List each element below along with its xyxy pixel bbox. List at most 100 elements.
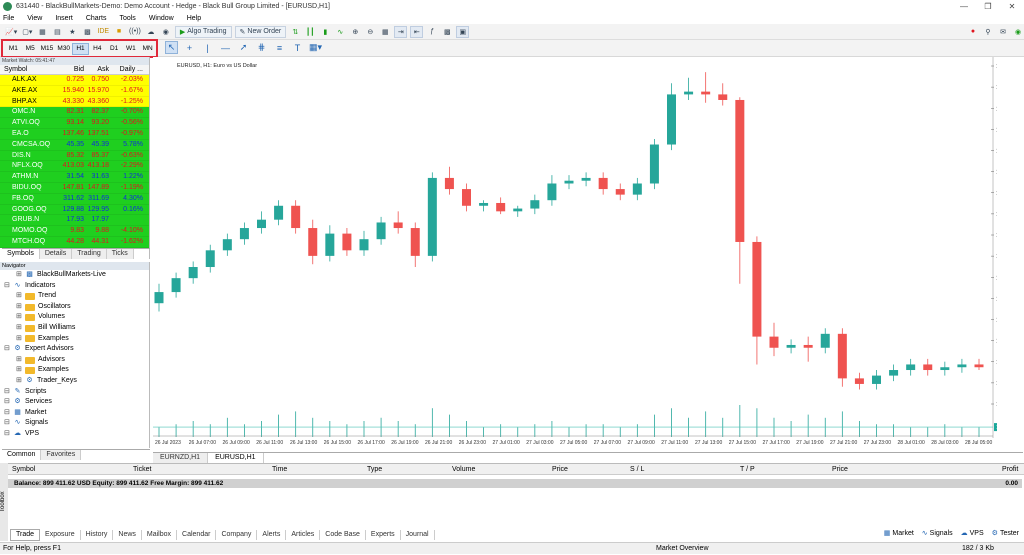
menu-tools[interactable]: Tools [119, 14, 136, 22]
menu-window[interactable]: Window [148, 14, 174, 22]
navigator-item[interactable]: ⊞ Oscillators [0, 302, 149, 313]
tab-details[interactable]: Details [39, 249, 73, 259]
auto-scroll-icon[interactable]: ⇥ [394, 25, 408, 38]
navigator-item[interactable]: ⊟ ☁ VPS [0, 429, 149, 440]
expand-toggle-icon[interactable]: ⊟ [4, 419, 10, 427]
col-symbol[interactable]: Symbol [4, 66, 28, 73]
navigator-icon[interactable]: ★ [69, 28, 76, 36]
market-watch-row[interactable]: MTCH.OQ 44.28 44.31 -1.62% [0, 236, 149, 248]
terminal-icon[interactable]: ▩ [84, 28, 91, 36]
sync-icon[interactable]: ◉ [1014, 28, 1022, 36]
navigator-item[interactable]: ⊟ ∿ Signals [0, 418, 149, 429]
col-tp[interactable]: T / P [740, 465, 755, 473]
tf-h1[interactable]: H1 [72, 42, 89, 55]
market-watch-row[interactable]: BHP.AX 43.330 43.360 -1.25% [0, 96, 149, 108]
tab-mailbox[interactable]: Mailbox [142, 529, 178, 540]
expand-toggle-icon[interactable]: ⊟ [4, 408, 10, 416]
tab-calendar[interactable]: Calendar [177, 529, 217, 540]
tab-right-vps[interactable]: ☁ VPS [961, 529, 984, 537]
col-type[interactable]: Type [367, 465, 383, 473]
market-watch-row[interactable]: NFLX.OQ 413.03 413.18 -2.29% [0, 161, 149, 173]
tab-ticks[interactable]: Ticks [106, 249, 134, 259]
col-symbol[interactable]: Symbol [12, 465, 36, 473]
new-chart-icon[interactable]: 📈▾ [5, 28, 18, 36]
tab-symbols[interactable]: Symbols [2, 249, 40, 259]
tf-m30[interactable]: M30 [57, 45, 71, 52]
account-avatar[interactable]: ● [970, 28, 976, 35]
tab-experts[interactable]: Experts [366, 529, 401, 540]
tab-exposure[interactable]: Exposure [40, 529, 81, 540]
tab-trade[interactable]: Trade [10, 528, 41, 541]
market-watch-row[interactable]: GOOG.OQ 129.88 129.95 0.16% [0, 204, 149, 216]
market-watch-row[interactable]: MOMO.OQ 9.83 9.88 -4.10% [0, 226, 149, 237]
expand-toggle-icon[interactable]: ⊟ [4, 429, 10, 437]
col-sl[interactable]: S / L [630, 465, 645, 473]
expand-toggle-icon[interactable]: ⊞ [16, 302, 22, 310]
indicators-list-icon[interactable]: ƒ [430, 28, 435, 35]
navigator-item[interactable]: ⊟ ∿ Indicators [0, 281, 149, 292]
market-watch-row[interactable]: ATHM.N 31.54 31.63 1.22% [0, 172, 149, 183]
bar-chart-icon[interactable]: ┃┃ [306, 28, 315, 36]
menu-charts[interactable]: Charts [85, 14, 107, 22]
tab-alerts[interactable]: Alerts [257, 529, 287, 540]
tab-history[interactable]: History [81, 529, 114, 540]
col-price-current[interactable]: Price [832, 465, 848, 473]
tab-common[interactable]: Common [2, 450, 42, 460]
market-watch-row[interactable]: DIS.N 85.32 85.37 -0.63% [0, 150, 149, 162]
fibonacci-icon[interactable]: ≡ [276, 42, 283, 53]
tf-d1[interactable]: D1 [109, 45, 119, 52]
tab-news[interactable]: News [113, 529, 142, 540]
tab-articles[interactable]: Articles [286, 529, 321, 540]
navigator-item[interactable]: ⊟ ✎ Scripts [0, 387, 149, 398]
market-watch-row[interactable]: GRUB.N 17.93 17.97 [0, 215, 149, 227]
col-volume[interactable]: Volume [452, 465, 476, 473]
expand-toggle-icon[interactable]: ⊞ [16, 292, 22, 300]
trend-line-icon[interactable]: ➚ [239, 42, 248, 52]
tf-m15[interactable]: M15 [40, 45, 54, 52]
zoom-in-icon[interactable]: ⊕ [352, 28, 359, 36]
market-watch-row[interactable]: AKE.AX 15.940 15.970 -1.67% [0, 85, 149, 97]
col-profit[interactable]: Profit [1002, 465, 1019, 473]
tab-journal[interactable]: Journal [401, 529, 435, 540]
toolbox-label[interactable]: Toolbox [0, 463, 8, 541]
tf-m5[interactable]: M5 [25, 45, 35, 52]
navigator-item[interactable]: ⊟ ⚙ Expert Advisors [0, 344, 149, 355]
buy-sell-icon[interactable]: ⇅ [292, 28, 299, 36]
col-price[interactable]: Price [552, 465, 568, 473]
tab-trading[interactable]: Trading [72, 249, 107, 259]
market-watch-row[interactable]: CMCSA.OQ 45.35 45.39 5.78% [0, 139, 149, 151]
navigator-item[interactable]: ⊟ ⚙ Services [0, 397, 149, 408]
navigator-item[interactable]: ⊞ Volumes [0, 312, 149, 323]
navigator-item[interactable]: ⊟ ▦ Market [0, 408, 149, 419]
menu-view[interactable]: View [27, 14, 43, 22]
expand-toggle-icon[interactable]: ⊞ [16, 355, 22, 363]
templates-icon[interactable]: ▩ [443, 28, 451, 36]
expand-toggle-icon[interactable]: ⊟ [4, 281, 10, 289]
tile-windows-icon[interactable]: ▦ [381, 28, 389, 36]
market-watch-row[interactable]: ALK.AX 0.725 0.750 -2.03% [0, 75, 149, 86]
candle-chart-icon[interactable]: ▮ [323, 28, 328, 36]
col-time[interactable]: Time [272, 465, 288, 473]
line-chart-icon[interactable]: ∿ [337, 28, 344, 36]
tab-eurusd-h1[interactable]: EURUSD,H1 [208, 453, 264, 463]
expand-toggle-icon[interactable]: ⊟ [4, 345, 10, 353]
algo-trading-button[interactable]: ▶ Algo Trading [174, 25, 232, 38]
tab-right-signals[interactable]: ∿ Signals [922, 529, 953, 537]
navigator-item[interactable]: ⊞ ▩ BlackBullMarkets-Live [0, 270, 149, 281]
tf-mn[interactable]: MN [142, 45, 153, 52]
search-icon[interactable]: ⚲ [985, 28, 991, 36]
candlestick-chart[interactable]: EURUSD, H1: Euro vs US Dollar 1.11520 1.11… [153, 57, 1018, 452]
tf-w1[interactable]: W1 [126, 45, 136, 52]
vertical-line-icon[interactable]: | [206, 42, 209, 53]
expand-toggle-icon[interactable]: ⊞ [16, 323, 22, 331]
tab-favorites[interactable]: Favorites [41, 450, 82, 460]
tf-h4[interactable]: H4 [93, 45, 102, 52]
expand-toggle-icon[interactable]: ⊞ [16, 313, 22, 321]
market-watch-icon[interactable]: ▦ [39, 28, 46, 36]
col-bid[interactable]: Bid [73, 66, 84, 73]
navigator-item[interactable]: ⊞ Examples [0, 334, 149, 345]
expand-toggle-icon[interactable]: ⊞ [16, 271, 22, 278]
profiles-icon[interactable]: ▢▾ [22, 28, 33, 36]
price-chart[interactable]: EURUSD, H1: Euro vs US Dollar 1.11520 1.11… [153, 57, 1018, 452]
navigator-item[interactable]: ⊞ Advisors [0, 355, 149, 366]
